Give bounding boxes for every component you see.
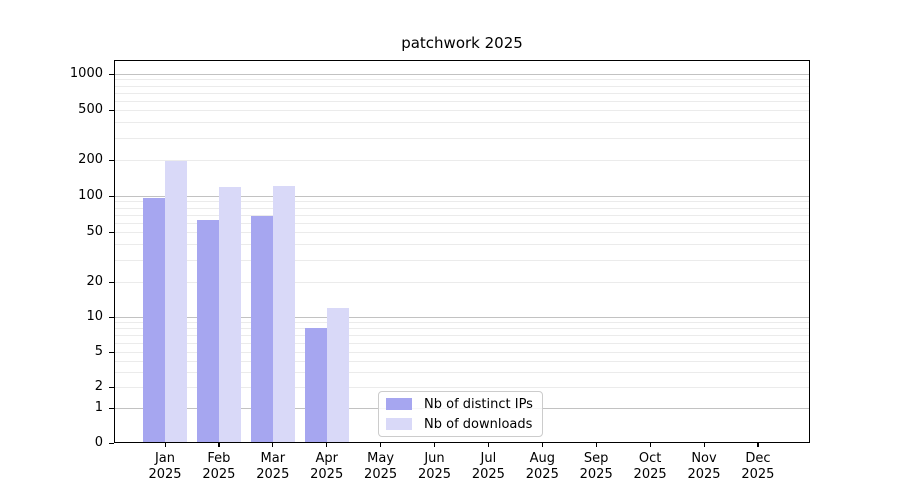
gridline-minor xyxy=(114,335,810,336)
x-tick xyxy=(434,443,436,447)
gridline-minor xyxy=(114,122,810,124)
y-tick xyxy=(109,195,114,197)
y-tick-label: 10 xyxy=(86,309,103,324)
gridline-major xyxy=(114,317,810,318)
x-tick-label: Jul 2025 xyxy=(471,451,505,482)
legend-swatch-distinct-ips-icon xyxy=(386,398,412,410)
gridline-minor xyxy=(114,282,810,283)
x-tick xyxy=(541,443,543,447)
y-tick-label: 500 xyxy=(78,102,103,117)
x-tick xyxy=(272,443,274,447)
gridline-minor xyxy=(114,137,810,139)
y-tick xyxy=(109,231,114,233)
bar-downloads-jan xyxy=(165,161,187,443)
bar-downloads-apr xyxy=(326,307,349,443)
gridline-minor xyxy=(114,214,810,216)
x-tick xyxy=(326,443,328,447)
x-tick-label: Oct 2025 xyxy=(633,451,667,482)
legend-label-distinct-ips: Nb of distinct IPs xyxy=(424,396,533,412)
bar-downloads-mar xyxy=(272,185,295,443)
bar-distinct-ips-apr xyxy=(304,328,327,443)
y-tick-label: 0 xyxy=(94,435,103,450)
gridline-minor xyxy=(114,322,810,324)
bar-distinct-ips-feb xyxy=(196,219,219,443)
x-tick-label: May 2025 xyxy=(364,451,398,482)
gridline-minor xyxy=(114,360,810,362)
y-tick xyxy=(109,109,114,111)
gridline-minor xyxy=(114,85,810,87)
legend-swatch-downloads-icon xyxy=(386,418,412,430)
gridline-minor xyxy=(114,100,810,102)
gridline-minor xyxy=(114,259,810,261)
y-tick xyxy=(109,351,114,353)
y-tick-label: 5 xyxy=(94,344,103,359)
x-tick xyxy=(703,443,705,447)
x-tick-label: Dec 2025 xyxy=(741,451,775,482)
y-tick xyxy=(109,386,114,388)
x-tick-label: Jun 2025 xyxy=(417,451,452,482)
chart-title: patchwork 2025 xyxy=(401,34,523,52)
gridline-minor xyxy=(114,92,810,94)
x-tick xyxy=(218,443,220,447)
gridline-minor xyxy=(114,207,810,209)
bar-downloads-feb xyxy=(218,186,241,443)
gridline-minor xyxy=(114,387,810,388)
bar-distinct-ips-mar xyxy=(250,216,273,443)
x-tick xyxy=(164,443,166,447)
x-tick xyxy=(595,443,597,447)
y-tick-label: 2 xyxy=(94,379,103,394)
x-tick-label: Jan 2025 xyxy=(148,451,182,482)
gridline-minor xyxy=(114,244,810,246)
x-tick xyxy=(487,443,490,447)
legend-row-downloads: Nb of downloads xyxy=(386,417,534,432)
bar-distinct-ips-jan xyxy=(143,197,165,443)
x-tick xyxy=(380,443,382,447)
x-tick xyxy=(649,443,651,447)
gridline-minor xyxy=(114,328,810,330)
x-tick-label: Feb 2025 xyxy=(202,451,236,482)
gridline-minor xyxy=(114,352,810,353)
x-tick-label: Apr 2025 xyxy=(310,451,344,482)
gridline-minor xyxy=(114,79,810,81)
y-tick-label: 100 xyxy=(78,188,103,203)
y-tick xyxy=(109,281,114,283)
gridline-minor xyxy=(114,232,810,233)
x-tick xyxy=(757,443,759,447)
legend: Nb of distinct IPs Nb of downloads xyxy=(378,391,543,437)
gridline-minor xyxy=(114,371,810,373)
gridline-minor xyxy=(114,342,810,344)
x-tick-label: Sep 2025 xyxy=(579,451,613,482)
y-tick xyxy=(109,73,114,75)
y-tick-label: 20 xyxy=(86,274,103,289)
gridline-minor xyxy=(114,110,810,111)
y-tick-label: 1000 xyxy=(69,66,103,81)
y-tick xyxy=(109,159,114,161)
y-tick xyxy=(109,407,114,409)
gridline-minor xyxy=(114,222,810,224)
legend-row-distinct-ips: Nb of distinct IPs xyxy=(386,397,534,412)
x-tick-label: Aug 2025 xyxy=(525,451,559,482)
y-tick-label: 50 xyxy=(86,224,103,239)
y-tick xyxy=(109,316,114,318)
x-tick-label: Nov 2025 xyxy=(687,451,721,482)
gridline-minor xyxy=(114,201,810,203)
legend-label-downloads: Nb of downloads xyxy=(424,416,533,432)
gridline-major xyxy=(114,74,810,75)
y-tick xyxy=(109,442,114,444)
y-tick-label: 1 xyxy=(94,400,103,415)
gridline-minor xyxy=(114,160,810,161)
gridline-major xyxy=(114,196,810,197)
y-tick-label: 200 xyxy=(78,152,103,167)
x-tick-label: Mar 2025 xyxy=(256,451,290,482)
